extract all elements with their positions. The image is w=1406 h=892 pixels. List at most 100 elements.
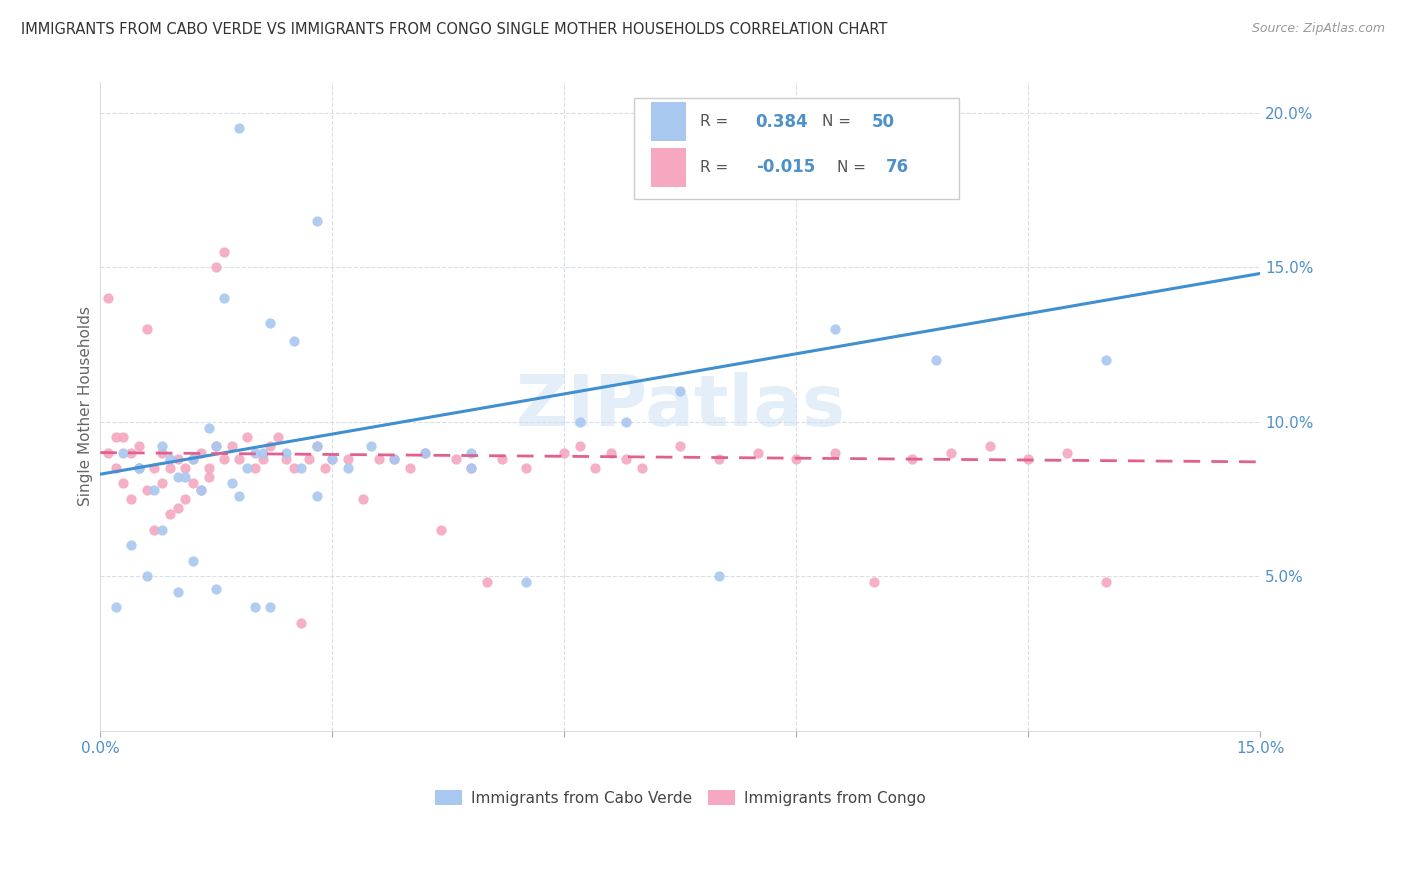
Point xyxy=(321,451,343,466)
Point xyxy=(190,483,212,497)
Text: 76: 76 xyxy=(886,158,908,176)
Point xyxy=(143,461,166,475)
Point xyxy=(259,600,281,615)
Point xyxy=(305,214,328,228)
Point xyxy=(747,445,769,459)
Point xyxy=(460,461,482,475)
Point xyxy=(862,575,884,590)
Point xyxy=(252,445,274,459)
Point xyxy=(174,470,197,484)
Point xyxy=(979,439,1001,453)
Point xyxy=(128,461,150,475)
Point xyxy=(298,451,321,466)
Point xyxy=(274,451,297,466)
Point xyxy=(159,451,181,466)
Point xyxy=(112,476,135,491)
Point xyxy=(197,470,219,484)
Point xyxy=(128,439,150,453)
Point xyxy=(901,451,924,466)
Point xyxy=(1094,353,1116,368)
Point xyxy=(707,569,730,583)
Point xyxy=(515,461,537,475)
Text: -0.015: -0.015 xyxy=(756,158,815,176)
Point xyxy=(205,260,228,275)
Point xyxy=(181,476,204,491)
Text: IMMIGRANTS FROM CABO VERDE VS IMMIGRANTS FROM CONGO SINGLE MOTHER HOUSEHOLDS COR: IMMIGRANTS FROM CABO VERDE VS IMMIGRANTS… xyxy=(21,22,887,37)
Point xyxy=(568,439,591,453)
Point xyxy=(259,316,281,330)
Point xyxy=(824,445,846,459)
Point xyxy=(205,439,228,453)
Point xyxy=(166,501,188,516)
Point xyxy=(212,244,235,259)
Point xyxy=(252,451,274,466)
Point xyxy=(205,582,228,596)
Point xyxy=(181,451,204,466)
Text: Source: ZipAtlas.com: Source: ZipAtlas.com xyxy=(1251,22,1385,36)
Point xyxy=(243,600,266,615)
Point xyxy=(205,439,228,453)
Point xyxy=(243,461,266,475)
Text: R =: R = xyxy=(700,114,733,129)
Point xyxy=(444,451,467,466)
Point xyxy=(553,445,575,459)
Point xyxy=(128,461,150,475)
Point xyxy=(112,430,135,444)
Point xyxy=(236,461,259,475)
Text: N =: N = xyxy=(837,160,870,175)
Point xyxy=(290,461,312,475)
Point xyxy=(97,291,120,305)
Point xyxy=(614,451,637,466)
Point xyxy=(568,415,591,429)
Point xyxy=(212,451,235,466)
Text: N =: N = xyxy=(823,114,856,129)
Point xyxy=(382,451,405,466)
Point xyxy=(367,451,389,466)
Point xyxy=(515,575,537,590)
Point xyxy=(305,439,328,453)
Bar xyxy=(651,148,686,186)
Point xyxy=(321,451,343,466)
Point xyxy=(785,451,807,466)
Point xyxy=(824,322,846,336)
Point xyxy=(413,445,436,459)
Point xyxy=(1017,451,1039,466)
Point xyxy=(290,615,312,630)
Point xyxy=(460,445,482,459)
Point xyxy=(274,445,297,459)
Point xyxy=(104,600,127,615)
Point xyxy=(314,461,336,475)
Point xyxy=(221,439,243,453)
Point xyxy=(128,461,150,475)
Point xyxy=(190,483,212,497)
Point xyxy=(413,445,436,459)
Point xyxy=(336,461,359,475)
Y-axis label: Single Mother Households: Single Mother Households xyxy=(79,306,93,506)
Point xyxy=(166,584,188,599)
Point xyxy=(135,322,157,336)
Point xyxy=(159,461,181,475)
Point xyxy=(491,451,513,466)
Point xyxy=(143,523,166,537)
Point xyxy=(97,445,120,459)
Point xyxy=(150,445,173,459)
Point xyxy=(150,476,173,491)
Bar xyxy=(651,103,686,141)
Legend: Immigrants from Cabo Verde, Immigrants from Congo: Immigrants from Cabo Verde, Immigrants f… xyxy=(429,784,932,812)
Point xyxy=(599,445,621,459)
Point xyxy=(197,461,219,475)
Point xyxy=(228,489,250,503)
Point xyxy=(475,575,498,590)
Point xyxy=(166,451,188,466)
Point xyxy=(120,445,142,459)
Point xyxy=(460,461,482,475)
Text: R =: R = xyxy=(700,160,733,175)
Point xyxy=(228,121,250,136)
Point xyxy=(630,461,652,475)
Point xyxy=(1056,445,1078,459)
Point xyxy=(924,353,946,368)
Point xyxy=(305,439,328,453)
Point xyxy=(159,508,181,522)
Point xyxy=(429,523,451,537)
Point xyxy=(135,483,157,497)
